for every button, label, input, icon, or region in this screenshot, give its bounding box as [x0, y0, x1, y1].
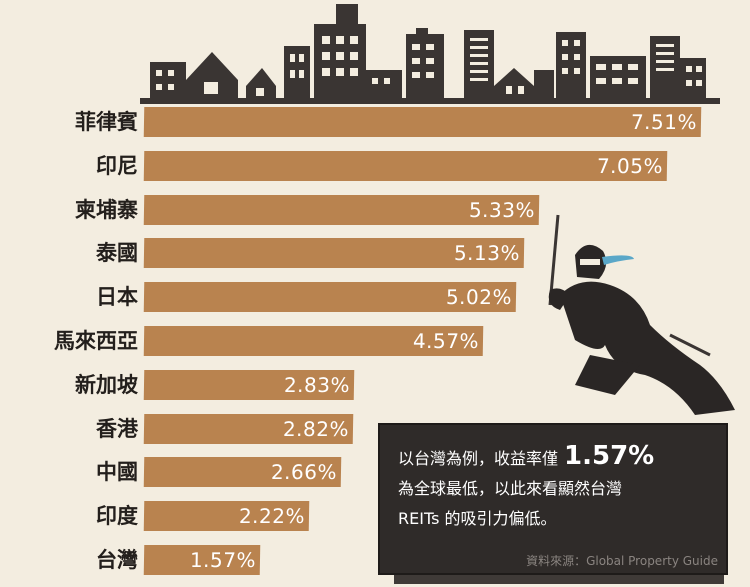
category-label: 香港 [96, 417, 138, 441]
bar: 7.05% [143, 151, 668, 181]
category-label: 印尼 [96, 154, 138, 178]
category-label: 柬埔寨 [75, 198, 138, 222]
category-label: 印度 [96, 504, 138, 528]
city-skyline-illustration [140, 4, 720, 104]
category-label: 台灣 [96, 548, 138, 572]
bar: 2.83% [143, 370, 355, 400]
bar-value-label: 7.05% [596, 154, 664, 178]
note-text: 以台灣為例，收益率僅 1.57% 為全球最低，以此來看顯然台灣 REITs 的吸引… [398, 441, 718, 534]
conclusion-note: 以台灣為例，收益率僅 1.57% 為全球最低，以此來看顯然台灣 REITs 的吸引… [378, 423, 728, 575]
bar: 1.57% [143, 545, 261, 575]
bar-value-label: 1.57% [189, 548, 257, 572]
bar: 2.66% [143, 457, 342, 487]
bar: 5.02% [143, 282, 517, 312]
category-label: 菲律賓 [75, 110, 138, 134]
category-label: 泰國 [96, 241, 138, 265]
bar: 5.13% [143, 238, 525, 268]
note-highlight-value: 1.57% [564, 441, 655, 471]
category-label: 新加坡 [75, 373, 138, 397]
bar-value-label: 4.57% [412, 329, 480, 353]
bar: 2.82% [143, 414, 354, 444]
bar: 5.33% [143, 195, 540, 225]
note-line-1-text: 以台灣為例，收益率僅 [398, 449, 559, 468]
bar-value-label: 5.02% [445, 285, 513, 309]
category-label: 中國 [96, 460, 138, 484]
bar-value-label: 5.13% [453, 241, 521, 265]
bar: 2.22% [143, 501, 310, 531]
note-line-3: REITs 的吸引力偏低。 [398, 509, 557, 528]
note-line-2: 為全球最低，以此來看顯然台灣 [398, 479, 623, 498]
bar-value-label: 2.66% [270, 460, 338, 484]
source-citation: 資料來源：Global Property Guide [526, 554, 718, 568]
bar-value-label: 2.83% [283, 373, 351, 397]
bar-value-label: 2.22% [238, 504, 306, 528]
ninja-illustration [548, 214, 735, 415]
note-line-1: 以台灣為例，收益率僅 1.57% [398, 441, 718, 474]
bar-value-label: 7.51% [630, 110, 698, 134]
bar-value-label: 2.82% [282, 417, 350, 441]
bar: 4.57% [143, 326, 484, 356]
category-label: 馬來西亞 [54, 329, 138, 353]
category-label: 日本 [96, 285, 138, 309]
bar: 7.51% [143, 107, 702, 137]
